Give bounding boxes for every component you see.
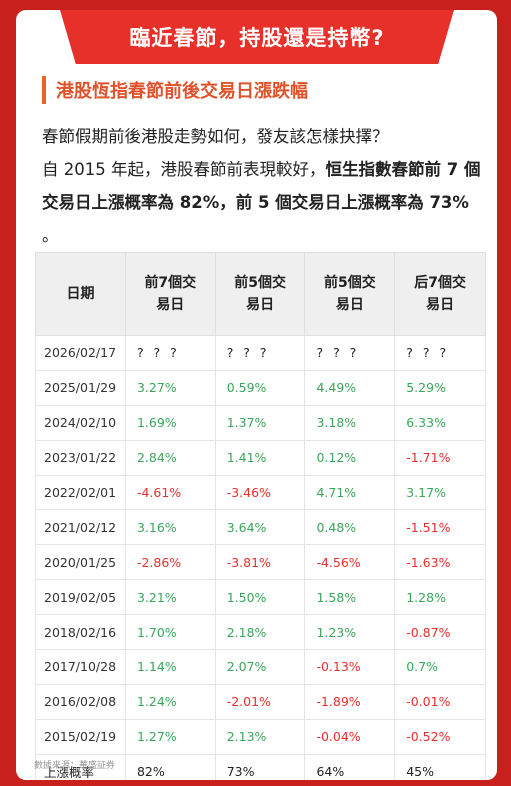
- table-header-row: 日期 前7個交易日 前5個交易日 前5個交易日 后7個交易日: [35, 252, 486, 336]
- section-title: 港股恆指春節前後交易日漲跌幅: [56, 81, 308, 102]
- header-post7: 后7個交易日: [394, 252, 486, 336]
- returns-table: 日期 前7個交易日 前5個交易日 前5個交易日 后7個交易日 2026/02/1…: [35, 252, 486, 780]
- section-heading: 港股恆指春節前後交易日漲跌幅: [42, 76, 308, 104]
- header-pre5b: 前5個交易日: [304, 252, 396, 336]
- header-date: 日期: [35, 252, 126, 336]
- row-value: -0.52%: [394, 718, 486, 755]
- title-banner: 臨近春節，持股還是持幣?: [60, 10, 454, 64]
- row-value: 3.27%: [124, 369, 216, 406]
- row-value: 2.84%: [124, 439, 216, 476]
- row-value: 1.70%: [124, 614, 216, 651]
- row-value: 4.49%: [304, 369, 396, 406]
- row-value: 1.37%: [214, 404, 306, 441]
- row-value: -2.86%: [124, 544, 216, 581]
- row-value: -0.87%: [394, 614, 486, 651]
- row-date: 2019/02/05: [35, 579, 126, 616]
- row-date: 2024/02/10: [35, 404, 126, 441]
- section-accent-bar: [42, 76, 46, 104]
- row-value: 3.18%: [304, 404, 396, 441]
- row-value: 1.23%: [304, 614, 396, 651]
- row-date: 2017/10/28: [35, 649, 126, 685]
- table-row: 2016/02/08 1.24% -2.01% -1.89% -0.01%: [35, 683, 486, 720]
- table-row: 2015/02/19 1.27% 2.13% -0.04% -0.52%: [35, 718, 486, 755]
- summary-value: 73%: [214, 753, 306, 780]
- row-value: ? ? ?: [394, 335, 486, 371]
- row-value: 1.27%: [124, 718, 216, 755]
- row-value: -2.01%: [214, 683, 306, 720]
- row-value: -3.81%: [214, 544, 306, 581]
- summary-row: 上漲概率 82% 73% 64% 45%: [35, 753, 486, 780]
- row-date: 2016/02/08: [35, 683, 126, 720]
- intro-line-1: 春節假期前後港股走勢如何，發友該怎樣抉擇？: [42, 127, 389, 146]
- row-value: 1.28%: [394, 579, 486, 616]
- summary-value: 82%: [124, 753, 216, 780]
- content-card: 臨近春節，持股還是持幣? 港股恆指春節前後交易日漲跌幅 春節假期前後港股走勢如何…: [16, 10, 497, 780]
- row-date: 2025/01/29: [35, 369, 126, 406]
- row-value: -1.71%: [394, 439, 486, 476]
- row-value: -0.13%: [304, 649, 396, 685]
- row-date: 2018/02/16: [35, 614, 126, 651]
- summary-value: 45%: [394, 753, 486, 780]
- row-value: 0.7%: [394, 649, 486, 685]
- table-row: 2018/02/16 1.70% 2.18% 1.23% -0.87%: [35, 614, 486, 651]
- row-date: 2023/01/22: [35, 439, 126, 476]
- row-value: -1.51%: [394, 509, 486, 546]
- intro-paragraph: 春節假期前後港股走勢如何，發友該怎樣抉擇？ 自 2015 年起，港股春節前表現較…: [42, 120, 488, 252]
- intro-end: 。: [42, 226, 59, 245]
- row-value: 3.17%: [394, 474, 486, 511]
- row-value: -3.46%: [214, 474, 306, 511]
- table-row: 2026/02/17? ? ?? ? ?? ? ?? ? ?: [35, 335, 486, 371]
- row-value: 3.16%: [124, 509, 216, 546]
- table-row: 2022/02/01 -4.61% -3.46% 4.71% 3.17%: [35, 474, 486, 511]
- row-value: 6.33%: [394, 404, 486, 441]
- row-value: 2.07%: [214, 649, 306, 685]
- row-value: -4.61%: [124, 474, 216, 511]
- table-row: 2025/01/29 3.27% 0.59% 4.49% 5.29%: [35, 369, 486, 406]
- row-value: 0.59%: [214, 369, 306, 406]
- row-value: -4.56%: [304, 544, 396, 581]
- intro-highlight: 恒生指數春節前 7 個交易日上漲概率為 82%，前 5 個交易日上漲概率為 73…: [42, 160, 481, 212]
- row-value: -0.01%: [394, 683, 486, 720]
- row-value: 1.14%: [124, 649, 216, 685]
- row-value: ? ? ?: [214, 335, 306, 371]
- row-value: 1.24%: [124, 683, 216, 720]
- table-row: 2019/02/05 3.21% 1.50% 1.58% 1.28%: [35, 579, 486, 616]
- table-row: 2024/02/10 1.69% 1.37% 3.18% 6.33%: [35, 404, 486, 441]
- row-value: ? ? ?: [124, 335, 216, 371]
- row-value: 1.41%: [214, 439, 306, 476]
- row-value: 1.58%: [304, 579, 396, 616]
- row-value: 1.50%: [214, 579, 306, 616]
- row-value: 3.64%: [214, 509, 306, 546]
- table-row: 2021/02/12 3.16% 3.64% 0.48% -1.51%: [35, 509, 486, 546]
- header-pre7: 前7個交易日: [124, 252, 216, 336]
- data-source: 數據來源：華盛証券: [34, 761, 116, 771]
- row-value: -1.63%: [394, 544, 486, 581]
- summary-label: 上漲概率: [35, 753, 126, 780]
- table-row: 2023/01/22 2.84% 1.41% 0.12% -1.71%: [35, 439, 486, 476]
- row-value: 3.21%: [124, 579, 216, 616]
- header-pre5: 前5個交易日: [214, 252, 306, 336]
- row-value: -0.04%: [304, 718, 396, 755]
- summary-value: 64%: [304, 753, 396, 780]
- row-value: 1.69%: [124, 404, 216, 441]
- row-value: 5.29%: [394, 369, 486, 406]
- row-date: 2015/02/19: [35, 718, 126, 755]
- row-value: 0.12%: [304, 439, 396, 476]
- table-row: 2020/01/25 -2.86% -3.81% -4.56% -1.63%: [35, 544, 486, 581]
- row-value: 4.71%: [304, 474, 396, 511]
- row-date: 2021/02/12: [35, 509, 126, 546]
- banner-title: 臨近春節，持股還是持幣?: [129, 26, 385, 50]
- row-date: 2026/02/17: [35, 335, 126, 371]
- row-date: 2020/01/25: [35, 544, 126, 581]
- row-value: 2.13%: [214, 718, 306, 755]
- row-value: 0.48%: [304, 509, 396, 546]
- row-value: -1.89%: [304, 683, 396, 720]
- intro-line-2: 自 2015 年起，港股春節前表現較好，: [42, 160, 326, 179]
- row-value: 2.18%: [214, 614, 306, 651]
- row-value: ? ? ?: [304, 335, 396, 371]
- table-row: 2017/10/28 1.14% 2.07% -0.13% 0.7%: [35, 649, 486, 685]
- row-date: 2022/02/01: [35, 474, 126, 511]
